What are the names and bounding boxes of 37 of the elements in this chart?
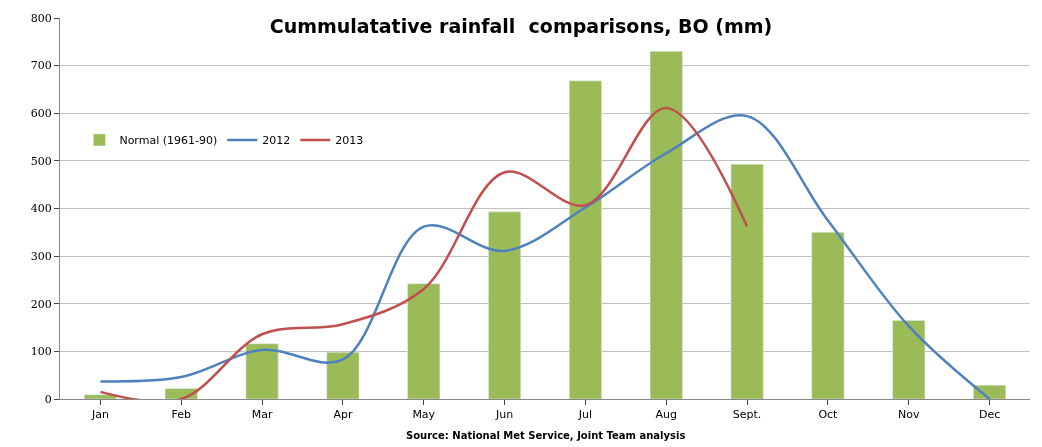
bar	[245, 343, 279, 399]
legend-label: 2013	[335, 134, 364, 148]
y-tick-label: 300	[30, 249, 52, 263]
x-tick-label: Dec	[978, 408, 1001, 422]
bar	[488, 211, 521, 399]
x-tick-label: Aug	[655, 408, 677, 422]
bar	[326, 352, 360, 399]
line-series	[99, 106, 749, 399]
legend-label: Normal (1961-90)	[119, 134, 218, 148]
x-tick-label: Oct	[818, 408, 839, 422]
legend-label: 2012	[262, 134, 291, 148]
x-tick-label: Apr	[333, 408, 353, 422]
x-tick-label: Jul	[577, 408, 593, 422]
y-tick-label: 800	[30, 11, 52, 25]
bar	[407, 283, 441, 399]
bar	[730, 163, 764, 399]
line-series	[99, 114, 991, 399]
bar	[569, 80, 602, 399]
bar	[811, 232, 845, 399]
y-tick-label: 600	[30, 107, 52, 121]
x-tick-label: May	[412, 408, 436, 422]
x-tick-label: Jun	[494, 408, 514, 422]
y-tick-label: 100	[30, 345, 52, 359]
y-tick-label: 0	[44, 392, 52, 406]
bar	[649, 51, 683, 399]
x-tick-label: Jan	[90, 408, 109, 422]
y-tick-label: 200	[30, 297, 52, 311]
y-tick-label: 500	[30, 154, 52, 168]
bar	[892, 320, 926, 399]
chart-title: Cummulatative rainfall comparisons, BO (mm)	[269, 15, 773, 38]
x-tick-label: Mar	[251, 408, 273, 422]
x-tick-label: Sept.	[732, 408, 762, 422]
x-tick-label: Feb	[171, 408, 191, 422]
y-tick-label: 700	[30, 59, 52, 73]
source-note: Source: National Met Service, Joint Team analysis	[406, 430, 686, 441]
x-tick-label: Nov	[898, 408, 920, 422]
y-tick-label: 400	[30, 202, 52, 216]
